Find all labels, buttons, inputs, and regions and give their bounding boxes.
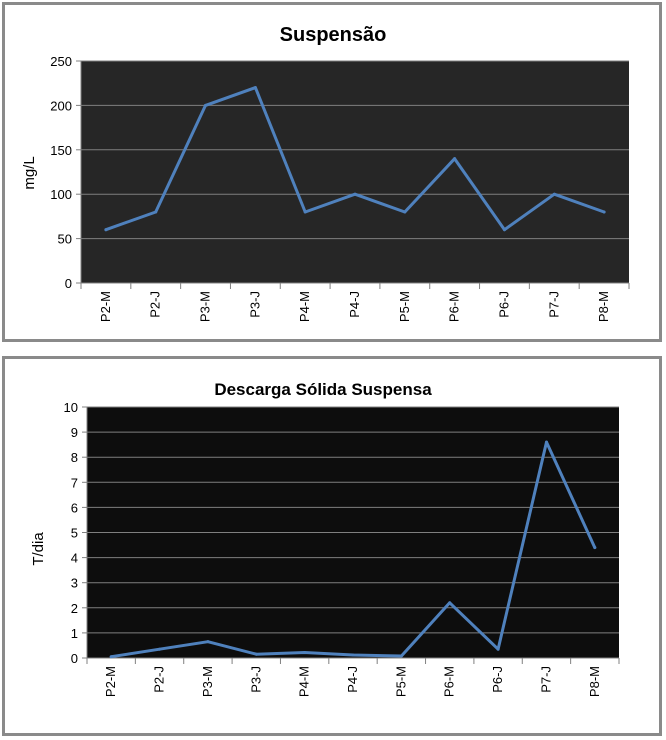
y-tick-label: 100	[50, 187, 72, 202]
y-tick-label: 6	[71, 500, 78, 515]
data-point	[204, 103, 208, 107]
x-tick-label: P7-J	[546, 291, 561, 318]
chart-title: Suspensão	[280, 24, 387, 46]
data-point	[602, 210, 606, 214]
x-tick-label: P2-M	[98, 291, 113, 322]
data-point	[502, 228, 506, 232]
data-point	[496, 647, 500, 651]
data-point	[303, 650, 307, 654]
chart-panel-suspensao: Suspensão mg/L 0 50 100 150 200 250 P2-M P2-J P3…	[2, 2, 662, 342]
data-point	[351, 653, 355, 657]
y-tick-label: 4	[71, 551, 78, 566]
y-tick-label: 7	[71, 475, 78, 490]
data-point	[253, 86, 257, 90]
x-tick-label: P8-M	[596, 291, 611, 322]
x-tick-label: P7-J	[538, 666, 553, 693]
data-point	[448, 601, 452, 605]
x-tick-label: P3-M	[198, 291, 213, 322]
y-tick-label: 0	[65, 276, 72, 291]
y-tick-label: 200	[50, 98, 72, 113]
x-tick-label: P4-M	[297, 666, 312, 697]
y-tick-label: 2	[71, 601, 78, 616]
x-tick-label: P5-M	[393, 666, 408, 697]
y-tick-label: 3	[71, 576, 78, 591]
y-tick-label: 150	[50, 143, 72, 158]
y-axis-label: T/dia	[30, 532, 47, 566]
chart-descarga-solida: Descarga Sólida Suspensa T/dia 0 1 2 3 4 5 6 7 8…	[30, 380, 620, 697]
data-point	[206, 640, 210, 644]
data-point	[109, 655, 113, 659]
y-axis-label: mg/L	[21, 156, 38, 189]
chart-panel-descarga: Descarga Sólida Suspensa T/dia 0 1 2 3 4 5 6 7 8…	[2, 356, 662, 736]
x-tick-label: P6-M	[442, 666, 457, 697]
chart-title: Descarga Sólida Suspensa	[214, 380, 432, 399]
x-tick-label: P4-J	[345, 666, 360, 693]
data-point	[254, 652, 258, 656]
x-tick-label: P6-M	[447, 291, 462, 322]
x-tick-label: P2-M	[103, 666, 118, 697]
x-tick-label: P4-J	[347, 291, 362, 318]
y-tick-label: 0	[71, 651, 78, 666]
x-tick-label: P3-J	[247, 291, 262, 318]
x-tick-label: P4-M	[297, 291, 312, 322]
x-tick-label: P6-J	[490, 666, 505, 693]
data-point	[158, 647, 162, 651]
y-tick-label: 10	[64, 400, 78, 415]
data-point	[154, 210, 158, 214]
chart-suspensao: Suspensão mg/L 0 50 100 150 200 250 P2-M P2-J P3…	[21, 24, 630, 322]
y-tick-label: 5	[71, 526, 78, 541]
data-point	[353, 192, 357, 196]
data-point	[552, 192, 556, 196]
x-tick-label: P3-M	[200, 666, 215, 697]
y-tick-label: 8	[71, 450, 78, 465]
data-point	[399, 654, 403, 658]
x-tick-label: P5-M	[397, 291, 412, 322]
plot-area	[81, 61, 629, 283]
x-tick-label: P8-M	[587, 666, 602, 697]
x-tick-label: P2-J	[148, 291, 163, 318]
data-point	[544, 440, 548, 444]
data-point	[303, 210, 307, 214]
data-point	[453, 157, 457, 161]
x-tick-label: P6-J	[496, 291, 511, 318]
data-point	[403, 210, 407, 214]
y-tick-label: 50	[58, 232, 72, 247]
data-point	[104, 228, 108, 232]
x-tick-label: P3-J	[248, 666, 263, 693]
y-tick-label: 1	[71, 626, 78, 641]
data-point	[593, 546, 597, 550]
y-tick-label: 250	[50, 54, 72, 69]
x-tick-label: P2-J	[152, 666, 167, 693]
y-tick-label: 9	[71, 425, 78, 440]
